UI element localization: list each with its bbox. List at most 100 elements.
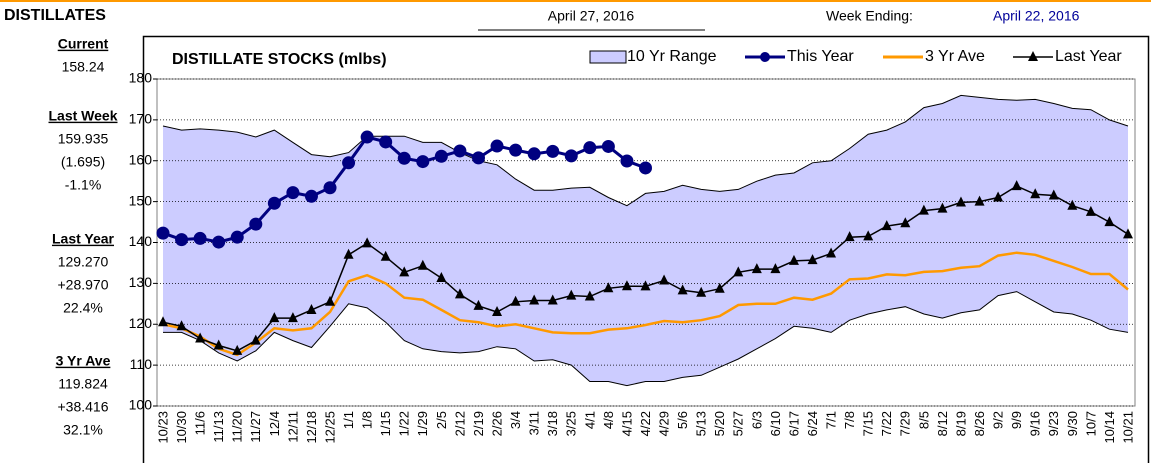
x-tick-label: 11/6 [193, 411, 208, 435]
x-tick-label: 7/15 [861, 411, 876, 436]
marker [770, 263, 781, 274]
y-tick-label: 170 [129, 111, 153, 127]
x-tick-label: 4/1 [582, 411, 597, 429]
x-tick-label: 7/29 [898, 411, 913, 436]
marker [1067, 199, 1078, 210]
marker [659, 274, 670, 285]
marker [974, 195, 985, 206]
marker [639, 161, 652, 175]
report-title: DISTILLATES [4, 7, 106, 24]
stat-value: +28.970 [58, 277, 109, 293]
x-tick-label: 11/27 [248, 411, 263, 443]
x-tick-label: 12/4 [267, 411, 282, 436]
x-tick-label: 2/26 [489, 411, 504, 436]
marker [601, 139, 615, 153]
marker [250, 334, 261, 345]
marker [490, 139, 504, 153]
marker [620, 154, 634, 168]
x-tick-label: 3/11 [527, 411, 542, 435]
x-tick-label: 10/30 [174, 411, 189, 444]
marker [1085, 205, 1096, 216]
marker [473, 299, 484, 310]
stat-label: Current [58, 36, 109, 52]
x-tick-label: 9/30 [1065, 411, 1080, 436]
marker [176, 320, 187, 331]
x-tick-label: 5/20 [712, 411, 727, 436]
legend-marker [1028, 51, 1038, 61]
y-tick-label: 150 [129, 192, 153, 208]
marker [323, 181, 337, 195]
x-tick-label: 12/11 [285, 411, 300, 443]
legend-marker [760, 52, 770, 62]
legend-label: 3 Yr Ave [925, 48, 985, 65]
range-edge [162, 94, 1129, 207]
marker [360, 130, 374, 144]
legend-label: Last Year [1055, 48, 1122, 65]
x-tick-label: 2/19 [471, 411, 486, 436]
marker [436, 272, 447, 283]
stat-value: -1.1% [65, 177, 102, 193]
marker [417, 259, 428, 270]
x-tick-label: 10/14 [1102, 411, 1117, 444]
marker [714, 282, 725, 293]
marker [527, 147, 541, 161]
x-tick-label: 3/18 [545, 411, 560, 436]
y-tick-label: 140 [129, 233, 153, 249]
marker [304, 189, 318, 203]
x-tick-label: 4/15 [619, 411, 634, 436]
x-tick-label: 4/29 [656, 411, 671, 436]
marker [621, 280, 632, 291]
marker [955, 196, 966, 207]
marker [249, 217, 263, 231]
marker [807, 254, 818, 265]
marker [434, 149, 448, 163]
marker [232, 344, 243, 355]
marker [564, 149, 578, 163]
marker [399, 266, 410, 277]
x-tick-label: 6/3 [749, 411, 764, 429]
x-tick-label: 7/8 [842, 411, 857, 429]
x-tick-label: 1/29 [415, 411, 430, 436]
marker [1123, 228, 1133, 239]
marker [287, 312, 298, 323]
x-tick-label: 8/5 [916, 411, 931, 429]
x-tick-label: 1/1 [341, 411, 356, 429]
y-tick-label: 160 [129, 151, 153, 167]
x-tick-label: 10/23 [155, 411, 170, 444]
marker [306, 303, 317, 314]
marker [844, 231, 855, 242]
stat-value: +38.416 [58, 399, 109, 415]
marker [900, 217, 911, 228]
x-tick-label: 12/18 [304, 411, 319, 444]
x-tick-label: 8/19 [953, 411, 968, 436]
marker [826, 247, 837, 258]
marker [156, 226, 170, 240]
x-tick-label: 5/13 [694, 411, 709, 436]
range-edge [163, 291, 1129, 387]
marker [993, 191, 1004, 202]
x-tick-label: 9/2 [991, 411, 1006, 429]
marker [937, 202, 948, 213]
marker [547, 294, 558, 305]
marker [918, 204, 929, 215]
stat-label: Last Year [52, 231, 115, 247]
x-tick-label: 11/13 [211, 411, 226, 443]
marker [640, 280, 651, 291]
marker [603, 282, 614, 293]
marker [269, 312, 280, 323]
report-date: April 27, 2016 [548, 8, 635, 24]
marker [492, 305, 503, 316]
stat-value: 158.24 [62, 59, 105, 75]
chart-title: DISTILLATE STOCKS (mlbs) [172, 51, 387, 68]
marker [546, 144, 560, 158]
marker [267, 196, 281, 210]
marker [1030, 188, 1041, 199]
marker [175, 233, 189, 247]
marker [584, 290, 595, 301]
x-tick-label: 3/25 [564, 411, 579, 436]
x-tick-label: 1/15 [378, 411, 393, 436]
y-tick-label: 100 [129, 397, 153, 413]
marker [453, 144, 467, 158]
